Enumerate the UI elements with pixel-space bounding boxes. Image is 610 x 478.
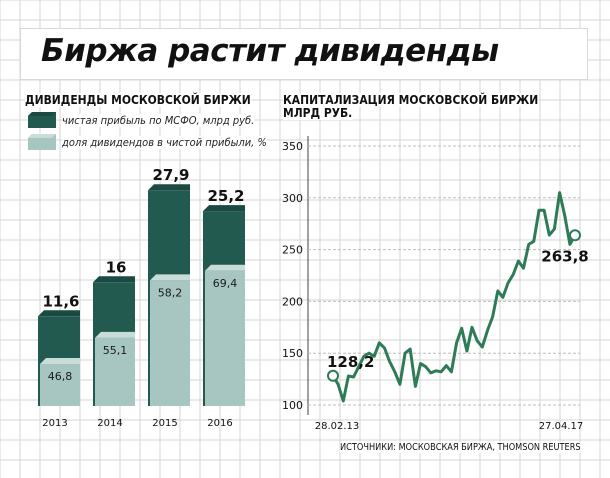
line-chart: 100 150 200 250 300 350 128,2 263,8 28.02.13 27.0… [282, 136, 589, 432]
y-tick-label: 100 [282, 399, 303, 412]
bar-chart: 11,6 46,8 2013 16 55,1 2014 27,9 58,2 2015 25,2 69… [38, 166, 245, 429]
end-point-marker [569, 229, 581, 242]
dividend-share-value-label: 69,4 [213, 277, 238, 290]
dividend-share-bar [205, 270, 245, 406]
end-value-label: 263,8 [541, 247, 588, 265]
page-title: Биржа растит дивиденды [41, 33, 499, 69]
x-tick-label: 2013 [42, 418, 67, 429]
dividend-share-bar [40, 364, 80, 406]
profit-value-label: 16 [106, 258, 127, 276]
capitalization-line [331, 191, 577, 403]
source-note: ИСТОЧНИКИ: МОСКОВСКАЯ БИРЖА, THOMSON REU… [340, 442, 581, 453]
dividend-share-bar-top [95, 331, 135, 338]
x-tick-label-end: 27.04.17 [539, 421, 584, 432]
legend-label-profit: чистая прибыль по МСФО, млрд руб. [62, 113, 255, 127]
y-tick-label: 250 [282, 244, 303, 257]
y-tick-label: 200 [282, 295, 303, 308]
dividend-share-bar-top [205, 264, 245, 271]
profit-value-label: 25,2 [207, 187, 244, 205]
start-point-marker [327, 369, 339, 382]
start-value-label: 128,2 [327, 353, 374, 371]
profit-bar-top [148, 184, 190, 191]
x-tick-label: 2014 [97, 418, 122, 429]
dividend-share-bar-top [150, 274, 190, 281]
legend-swatch-dark [28, 112, 56, 128]
y-tick-label: 150 [282, 347, 303, 360]
legend-item-profit: чистая прибыль по МСФО, млрд руб. [28, 111, 276, 129]
dividend-share-value-label: 55,1 [103, 344, 128, 357]
profit-bar-top [203, 205, 245, 212]
x-tick-label: 2015 [152, 418, 177, 429]
dividend-share-value-label: 58,2 [158, 286, 183, 299]
dividend-share-bar [150, 280, 190, 406]
y-tick-label: 350 [282, 140, 303, 153]
profit-value-label: 27,9 [152, 166, 189, 184]
x-tick-label-start: 28.02.13 [315, 421, 360, 432]
line-chart-subtitle: МЛРД РУБ. [283, 105, 353, 120]
x-tick-label: 2016 [207, 418, 232, 429]
profit-bar-top [38, 310, 80, 317]
profit-value-label: 11,6 [42, 292, 79, 310]
line-chart-title: КАПИТАЛИЗАЦИЯ МОСКОВСКОЙ БИРЖИ [283, 92, 539, 107]
dividend-share-value-label: 46,8 [48, 370, 73, 383]
y-tick-label: 300 [282, 192, 303, 205]
title-band: Биржа растит дивиденды [20, 28, 588, 80]
legend-label-dividend-share: доля дивидендов в чистой прибыли, % [62, 135, 267, 149]
dividend-share-bar [95, 337, 135, 406]
legend-swatch-light [28, 134, 56, 150]
dividend-share-bar-top [40, 358, 80, 365]
legend-item-dividend-share: доля дивидендов в чистой прибыли, % [28, 133, 290, 151]
bar-chart-title: ДИВИДЕНДЫ МОСКОВСКОЙ БИРЖИ [25, 92, 251, 107]
profit-bar-top [93, 276, 135, 283]
